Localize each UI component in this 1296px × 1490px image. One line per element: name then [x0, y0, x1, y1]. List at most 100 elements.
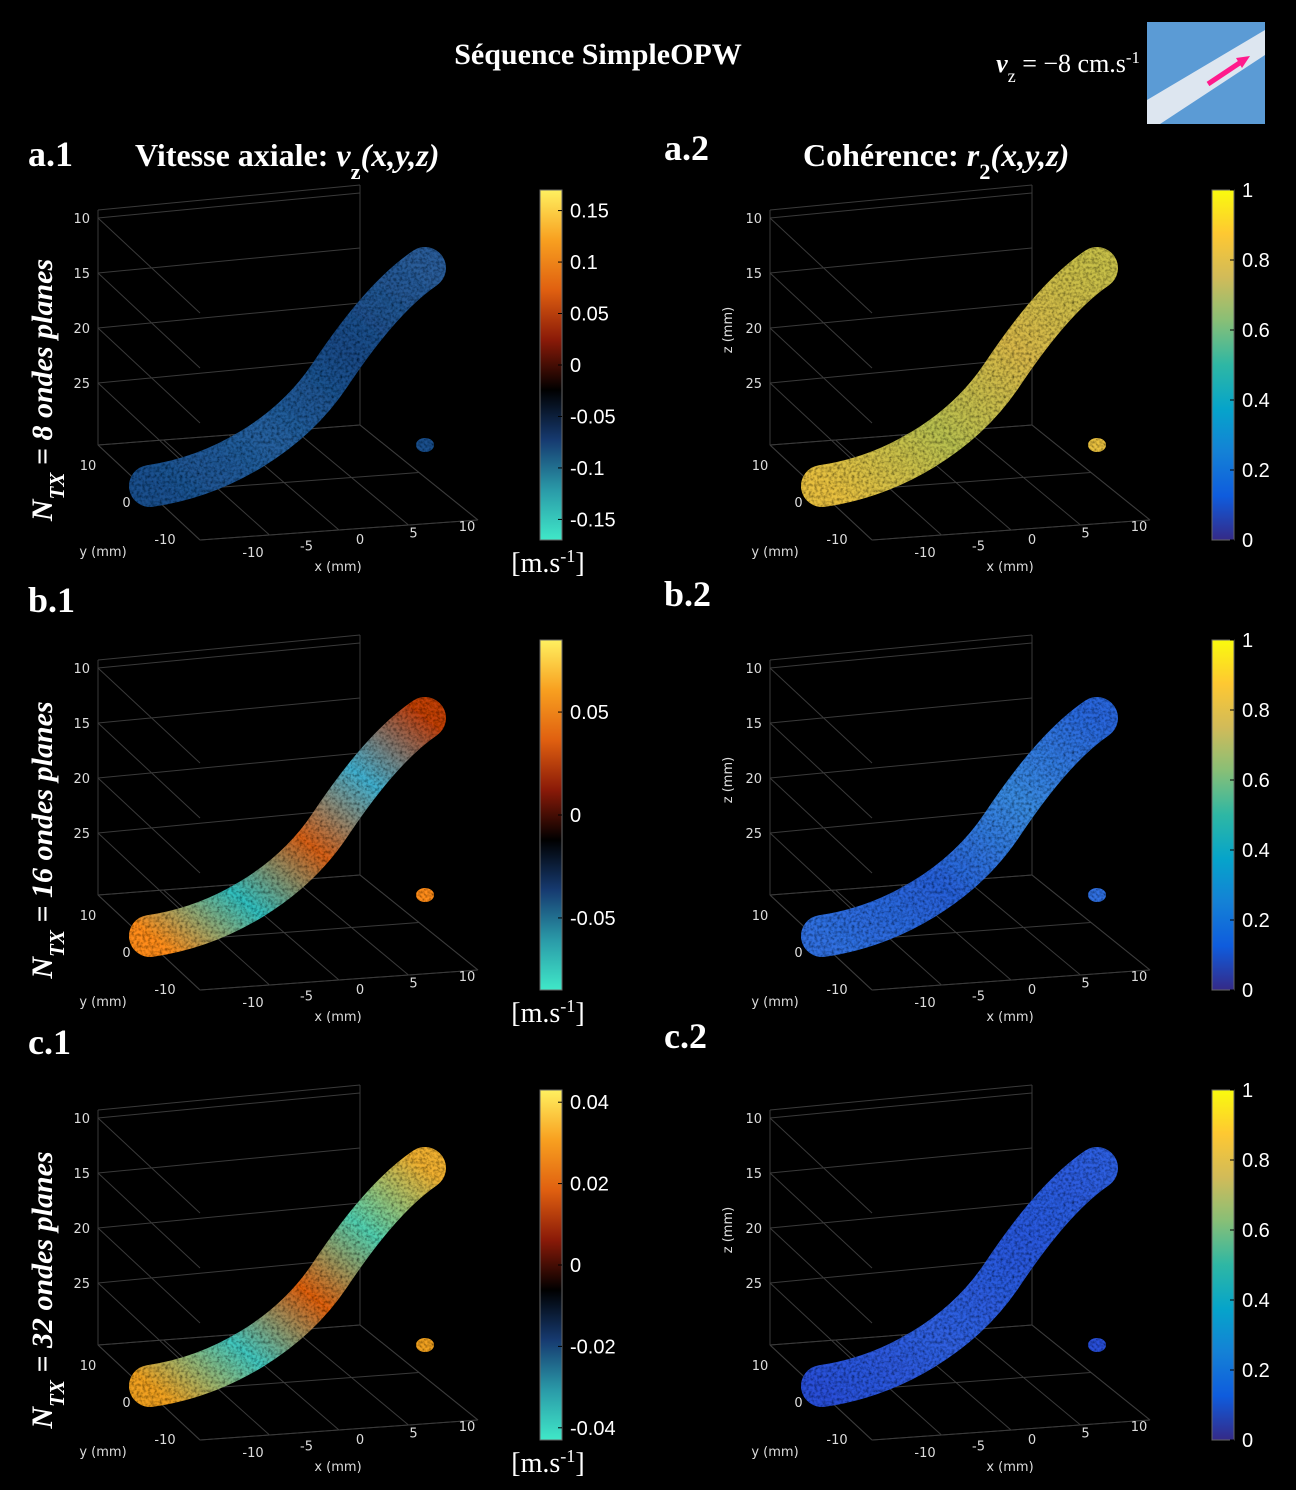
- column-title-part: 2: [979, 159, 990, 184]
- grid-line: [769, 1227, 873, 1324]
- column-title-part: Cohérence:: [803, 137, 967, 173]
- row-label-part: N: [26, 956, 59, 980]
- velocity-setting: vz = −8 cm.s-1: [996, 48, 1140, 87]
- grid-line: [966, 429, 1081, 526]
- grid-line: [97, 1202, 361, 1229]
- x-tick-label: 10: [1131, 970, 1148, 985]
- z-tick-label: 15: [73, 717, 90, 732]
- z-tick-label: 15: [73, 1167, 90, 1182]
- colorbar-tick-label: 0.15: [570, 201, 609, 223]
- grid-line: [97, 777, 201, 874]
- grid-line: [769, 1117, 873, 1214]
- y-tick-label: 10: [752, 909, 769, 924]
- x-tick-label: -5: [972, 990, 985, 1005]
- axis-edge: [769, 184, 1033, 211]
- grid-line: [1031, 1324, 1151, 1421]
- x-tick-label: 10: [459, 970, 476, 985]
- grid-line: [359, 874, 479, 971]
- vessel-volume: [129, 247, 446, 507]
- z-tick-label: 15: [745, 1167, 762, 1182]
- grid-line: [769, 642, 1033, 669]
- grid-line: [97, 192, 361, 219]
- row-label-part: TX: [45, 472, 69, 500]
- volume-plot: 10 15 20 25 10 0 -10 -10 -5 0 5 10 y (mm) x (mm): [73, 184, 479, 575]
- grid-line: [769, 667, 873, 764]
- grid-line: [769, 1202, 1033, 1229]
- x-tick-label: 10: [459, 520, 476, 535]
- grid-line: [966, 879, 1081, 976]
- grid-line: [97, 667, 201, 764]
- grid-line: [769, 1147, 1033, 1174]
- colorbar-unit: [m.s-1]: [511, 1446, 584, 1479]
- colorbar-tick-label: 0: [570, 1255, 581, 1277]
- colorbar-tick-label: -0.05: [570, 908, 616, 930]
- grid-line: [97, 1227, 201, 1324]
- grid-line: [769, 722, 873, 819]
- colorbar-tick-label: 0.02: [570, 1174, 609, 1196]
- flow-icon: [1147, 22, 1265, 124]
- x-tick-label: 5: [409, 527, 417, 542]
- z-tick-label: 20: [73, 322, 90, 337]
- axis-edge: [97, 184, 361, 211]
- grid-line: [769, 697, 1033, 724]
- z-axis-label: z (mm): [721, 307, 736, 353]
- x-tick-label: 10: [459, 1420, 476, 1435]
- row-label-part: TX: [45, 1379, 69, 1407]
- z-tick-label: 20: [745, 322, 762, 337]
- z-tick-label: 25: [73, 827, 90, 842]
- y-axis-label: y (mm): [79, 995, 126, 1010]
- x-axis-label: x (mm): [314, 1460, 361, 1475]
- colorbar-unit: [m.s-1]: [511, 996, 584, 1029]
- volume-plot: 10 15 20 25 10 0 -10 -10 -5 0 5 10 y (mm) x (mm) z (mm…: [721, 1084, 1151, 1475]
- y-tick-label: 0: [122, 1396, 130, 1411]
- column-title-part: r: [967, 137, 980, 173]
- grid-line: [769, 192, 1033, 219]
- colorbar-tick-label: -0.1: [570, 458, 604, 480]
- x-tick-label: 0: [356, 1433, 364, 1448]
- axis-edge: [97, 634, 361, 661]
- artifact-blob: [416, 438, 434, 452]
- colorbar-tick-label: 0.2: [1242, 460, 1270, 482]
- colorbar-tick-label: 0: [570, 355, 581, 377]
- colorbar-unit-part: -1: [560, 546, 575, 566]
- grid-line: [97, 272, 201, 369]
- x-axis-label: x (mm): [986, 1460, 1033, 1475]
- velocity-setting-part: v: [996, 49, 1008, 78]
- grid-line: [1031, 874, 1151, 971]
- grid-line: [359, 1324, 479, 1421]
- colorbar-unit-part: -1: [560, 1446, 575, 1466]
- column-title-part: v: [336, 137, 351, 173]
- vessel-volume: [129, 1147, 446, 1407]
- z-tick-label: 10: [745, 212, 762, 227]
- y-tick-label: 10: [752, 459, 769, 474]
- grid-line: [294, 879, 409, 976]
- y-tick-label: -10: [154, 1433, 175, 1448]
- x-axis-label: x (mm): [314, 560, 361, 575]
- x-tick-label: -5: [972, 1440, 985, 1455]
- colorbar-tick-label: 0.6: [1242, 1220, 1270, 1242]
- grid-line: [769, 217, 873, 314]
- colorbar-tick-label: 0: [570, 805, 581, 827]
- y-tick-label: 10: [80, 909, 97, 924]
- colorbar-tick-label: 0: [1242, 1430, 1253, 1452]
- z-tick-label: 20: [73, 772, 90, 787]
- y-axis-label: y (mm): [751, 545, 798, 560]
- z-tick-label: 25: [73, 377, 90, 392]
- colorbar-tick-label: 0.05: [570, 304, 609, 326]
- colorbar-tick-label: 0.05: [570, 702, 609, 724]
- colorbar-tick-label: 0.2: [1242, 910, 1270, 932]
- z-tick-label: 10: [73, 212, 90, 227]
- x-tick-label: 0: [1028, 1433, 1036, 1448]
- panel-label: b.1: [28, 580, 75, 620]
- row-label-part: N: [26, 1406, 59, 1430]
- row-label-part: = 32 ondes planes: [26, 1151, 59, 1380]
- axis-edge: [97, 1084, 361, 1111]
- x-tick-label: -10: [242, 996, 263, 1011]
- colorbar-tick-label: 0.4: [1242, 1290, 1270, 1312]
- x-axis-label: x (mm): [314, 1010, 361, 1025]
- artifact-blob: [1088, 1338, 1106, 1352]
- z-tick-label: 15: [745, 267, 762, 282]
